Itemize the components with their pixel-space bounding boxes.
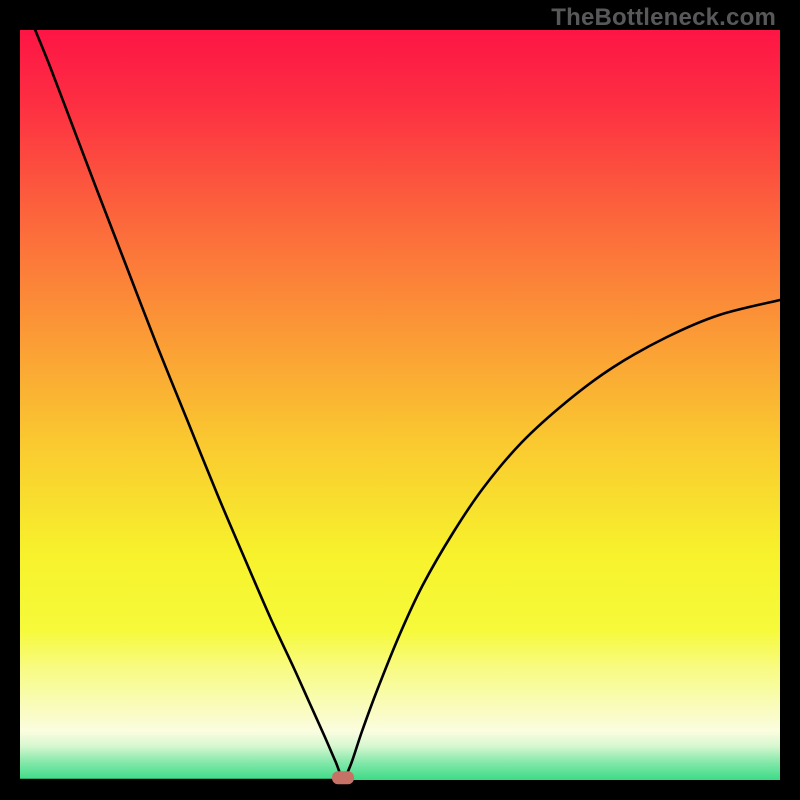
optimum-marker (332, 771, 354, 784)
bottleneck-curve-chart (0, 0, 800, 800)
plot-background (20, 30, 780, 780)
watermark-text: TheBottleneck.com (551, 4, 776, 32)
chart-container: TheBottleneck.com (0, 0, 800, 800)
